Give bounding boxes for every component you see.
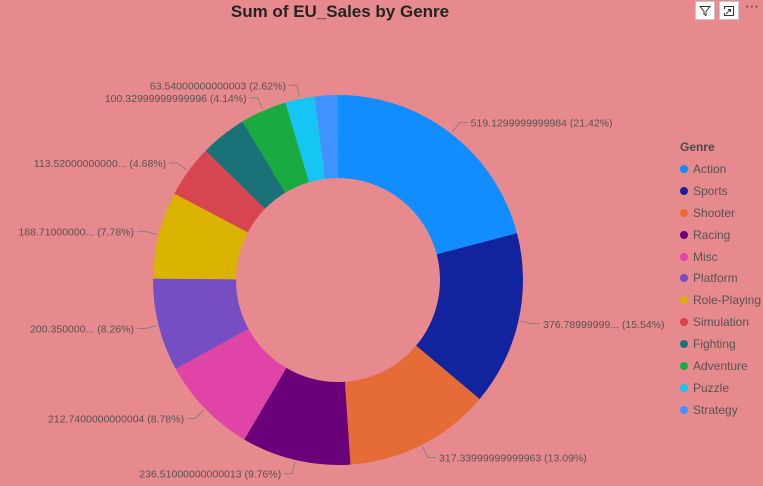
slice-strategy[interactable] [314,95,338,179]
legend-label: Racing [693,227,731,242]
legend-label: Action [693,161,727,176]
slice-shooter[interactable] [344,345,480,465]
data-label-misc: 212.7400000000004 (8.78%) [48,413,184,425]
data-label-racing: 236.51000000000013 (9.76%) [139,469,281,481]
leader-line-role-playing [137,230,157,235]
data-label-role-playing: 188.71000000... (7.78%) [18,226,134,238]
leader-line-action [451,122,468,133]
data-label-action: 519.1299999999984 (21.42%) [471,118,613,130]
legend-label: Sports [693,183,728,198]
visual-toolbar: ⋯ [695,0,761,20]
focus-mode-button[interactable] [719,1,739,20]
data-label-platform: 200.350000... (8.26%) [30,324,134,336]
data-label-simulation: 113.52000000000... (4.68%) [34,158,166,170]
legend-label: Platform [693,271,738,286]
legend-item-platform[interactable]: Platform [680,267,761,289]
data-label-puzzle: 63.54000000000003 (2.62%) [150,80,286,92]
legend-item-action[interactable]: Action [680,158,761,180]
legend-label: Shooter [693,205,736,220]
legend-item-role-playing[interactable]: Role-Playing [680,289,761,311]
legend-item-misc[interactable]: Misc [680,246,761,268]
legend-marker [680,208,688,217]
legend-label: Adventure [693,358,748,373]
slice-misc[interactable] [175,328,287,440]
focus-mode-icon [724,5,734,16]
slice-adventure[interactable] [242,102,310,193]
legend-marker [680,274,688,283]
legend-label: Fighting [693,337,736,352]
legend: Genre Action Sports Shooter Racing Misc Platf… [680,140,761,421]
data-label-adventure: 100.32999999999996 (4.14%) [105,93,247,105]
legend-label: Misc [693,249,718,264]
legend-title: Genre [680,140,715,154]
slice-racing[interactable] [244,367,351,466]
slice-fighting[interactable] [205,121,286,209]
legend-marker [680,383,688,392]
donut-chart: 519.1299999999984 (21.42%) 376.78999999..… [18,80,664,481]
slice-role-playing[interactable] [153,193,248,280]
slice-action[interactable] [338,95,517,255]
leader-line-shooter [422,446,437,458]
leader-line-racing [284,461,296,475]
leader-line-sports [520,320,541,325]
legend-marker [680,318,688,327]
legend-label: Simulation [693,315,750,330]
legend-label: Strategy [693,402,738,417]
legend-marker [680,296,688,305]
slice-puzzle[interactable] [285,96,326,183]
legend-marker [680,230,688,239]
legend-marker [680,186,688,195]
slice-sports[interactable] [416,233,524,400]
data-label-shooter: 317.33999999999963 (13.09%) [439,452,587,464]
legend-item-sports[interactable]: Sports [680,180,761,202]
legend-item-racing[interactable]: Racing [680,224,761,246]
legend-item-simulation[interactable]: Simulation [680,311,761,333]
filter-button[interactable] [695,1,715,20]
leader-line-simulation [169,162,188,171]
slice-platform[interactable] [153,278,249,369]
leader-line-puzzle [288,84,300,98]
legend-marker [680,405,688,414]
filter-icon [699,5,711,16]
legend-item-strategy[interactable]: Strategy [680,399,761,421]
leader-line-platform [137,325,157,330]
chart-title: Sum of EU_Sales by Genre [230,2,450,21]
more-options-button[interactable]: ⋯ [745,0,759,14]
legend-item-puzzle[interactable]: Puzzle [680,377,761,399]
leader-line-adventure [249,97,264,110]
legend-marker [680,361,688,370]
leader-line-misc [187,409,205,419]
slice-simulation[interactable] [174,150,266,233]
legend-item-shooter[interactable]: Shooter [680,202,761,224]
legend-label: Role-Playing [693,293,762,308]
legend-label: Puzzle [693,380,730,395]
legend-marker [680,164,688,173]
legend-item-adventure[interactable]: Adventure [680,355,761,377]
data-label-sports: 376.78999999... (15.54%) [543,319,664,331]
legend-marker [680,340,688,349]
legend-marker [680,252,688,261]
legend-item-fighting[interactable]: Fighting [680,333,761,355]
